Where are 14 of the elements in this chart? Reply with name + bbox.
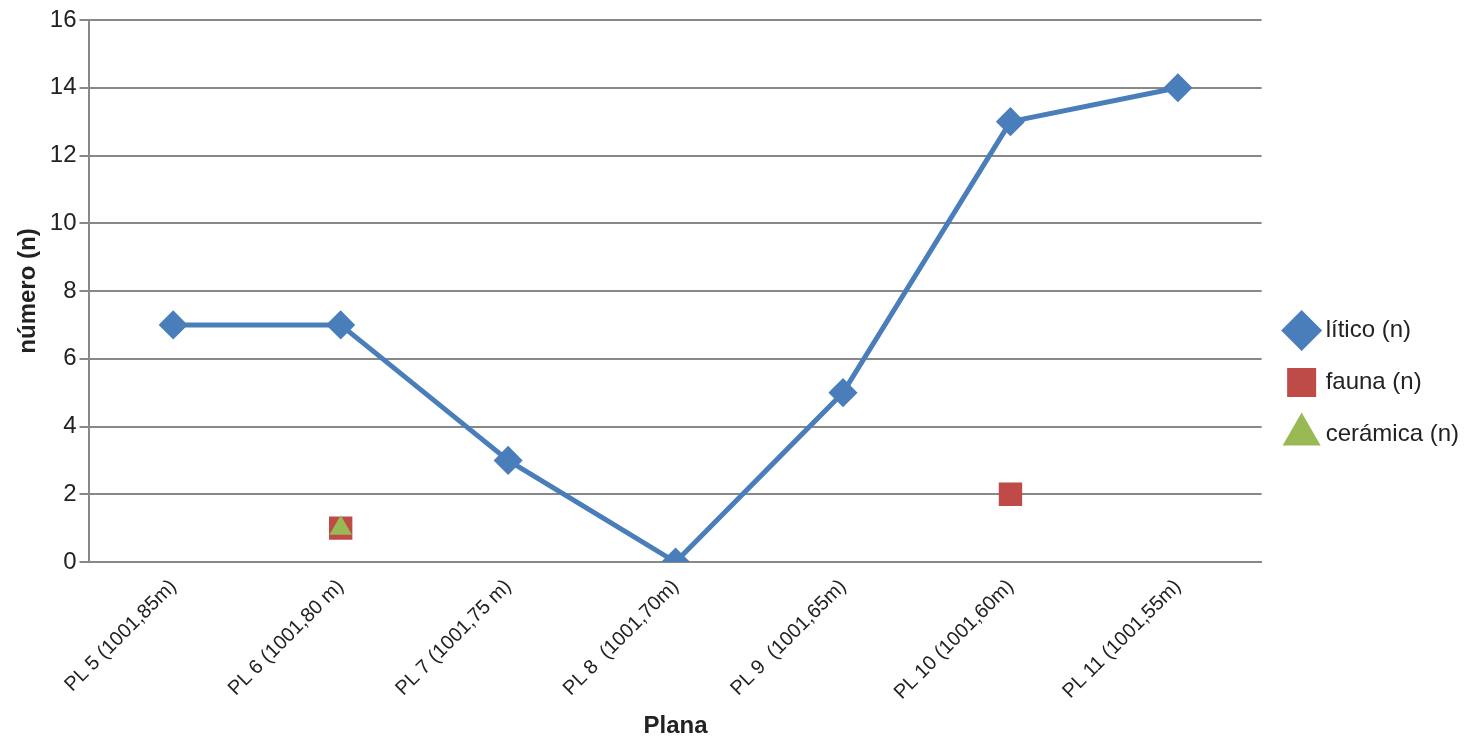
y-tick-label: 10 [49, 207, 77, 235]
y-tick-label: 16 [49, 4, 77, 32]
y-tick-label: 8 [63, 275, 77, 303]
legend-label: lítico (n) [1325, 315, 1411, 343]
y-tick-label: 6 [63, 343, 77, 371]
y-axis-title: número (n) [13, 228, 41, 354]
legend-label: cerámica (n) [1325, 419, 1459, 447]
legend-label: fauna (n) [1325, 367, 1422, 395]
y-tick-label: 2 [63, 478, 77, 506]
y-tick-label: 12 [49, 140, 77, 168]
y-tick-label: 0 [63, 546, 77, 574]
y-tick-label: 4 [63, 411, 77, 439]
x-axis-title: Plana [643, 711, 709, 739]
y-tick-label: 14 [49, 72, 77, 100]
